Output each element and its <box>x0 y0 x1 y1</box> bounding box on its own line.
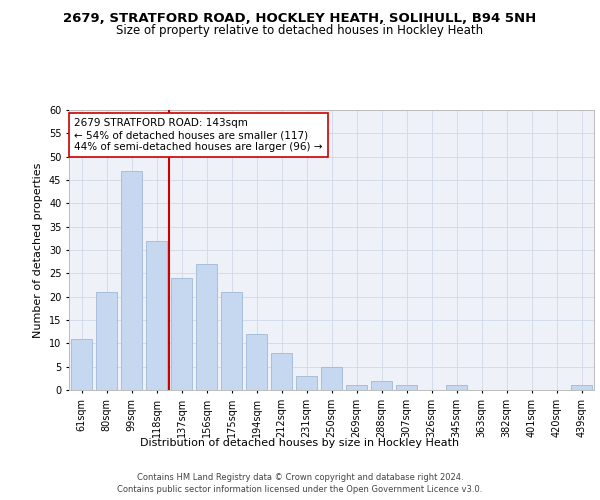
Bar <box>121 170 142 390</box>
Bar <box>296 376 317 390</box>
Text: 2679, STRATFORD ROAD, HOCKLEY HEATH, SOLIHULL, B94 5NH: 2679, STRATFORD ROAD, HOCKLEY HEATH, SOL… <box>64 12 536 26</box>
Bar <box>96 292 117 390</box>
Bar <box>396 386 417 390</box>
Bar <box>221 292 242 390</box>
Bar <box>346 386 367 390</box>
Text: Size of property relative to detached houses in Hockley Heath: Size of property relative to detached ho… <box>116 24 484 37</box>
Bar <box>71 338 92 390</box>
Bar <box>196 264 217 390</box>
Text: Contains HM Land Registry data © Crown copyright and database right 2024.: Contains HM Land Registry data © Crown c… <box>137 472 463 482</box>
Bar <box>171 278 192 390</box>
Text: Contains public sector information licensed under the Open Government Licence v3: Contains public sector information licen… <box>118 485 482 494</box>
Text: Distribution of detached houses by size in Hockley Heath: Distribution of detached houses by size … <box>140 438 460 448</box>
Bar <box>271 352 292 390</box>
Bar <box>321 366 342 390</box>
Bar <box>371 380 392 390</box>
Bar <box>446 386 467 390</box>
Bar <box>571 386 592 390</box>
Bar <box>246 334 267 390</box>
Text: 2679 STRATFORD ROAD: 143sqm
← 54% of detached houses are smaller (117)
44% of se: 2679 STRATFORD ROAD: 143sqm ← 54% of det… <box>74 118 323 152</box>
Y-axis label: Number of detached properties: Number of detached properties <box>34 162 43 338</box>
Bar <box>146 240 167 390</box>
